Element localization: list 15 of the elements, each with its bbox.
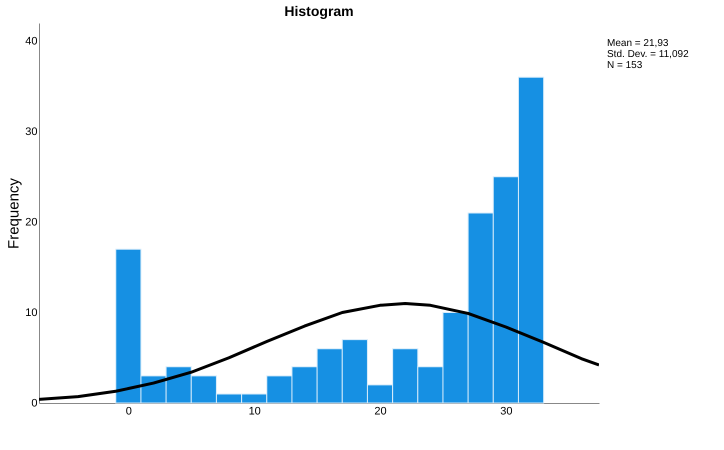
- y-tick-label: 20: [25, 216, 38, 229]
- y-tick-label: 40: [25, 36, 38, 48]
- chart-title: Histogram: [284, 3, 354, 19]
- text: Mean = 21,93: [607, 38, 669, 49]
- x-tick-label: 10: [248, 406, 261, 418]
- y-tick-label: 30: [25, 126, 38, 138]
- line-series: [39, 302, 599, 401]
- y-axis-title: Frequency: [5, 178, 22, 249]
- text: Std. Dev. = 11,092: [607, 49, 690, 60]
- x-tick-label: 30: [500, 406, 512, 418]
- y-tick-label: 10: [25, 307, 38, 320]
- x-tick-label: 20: [374, 406, 387, 418]
- x-tick-label: 0: [126, 406, 132, 418]
- text: N = 153: [607, 60, 643, 71]
- y-tick-label: 0: [31, 398, 38, 410]
